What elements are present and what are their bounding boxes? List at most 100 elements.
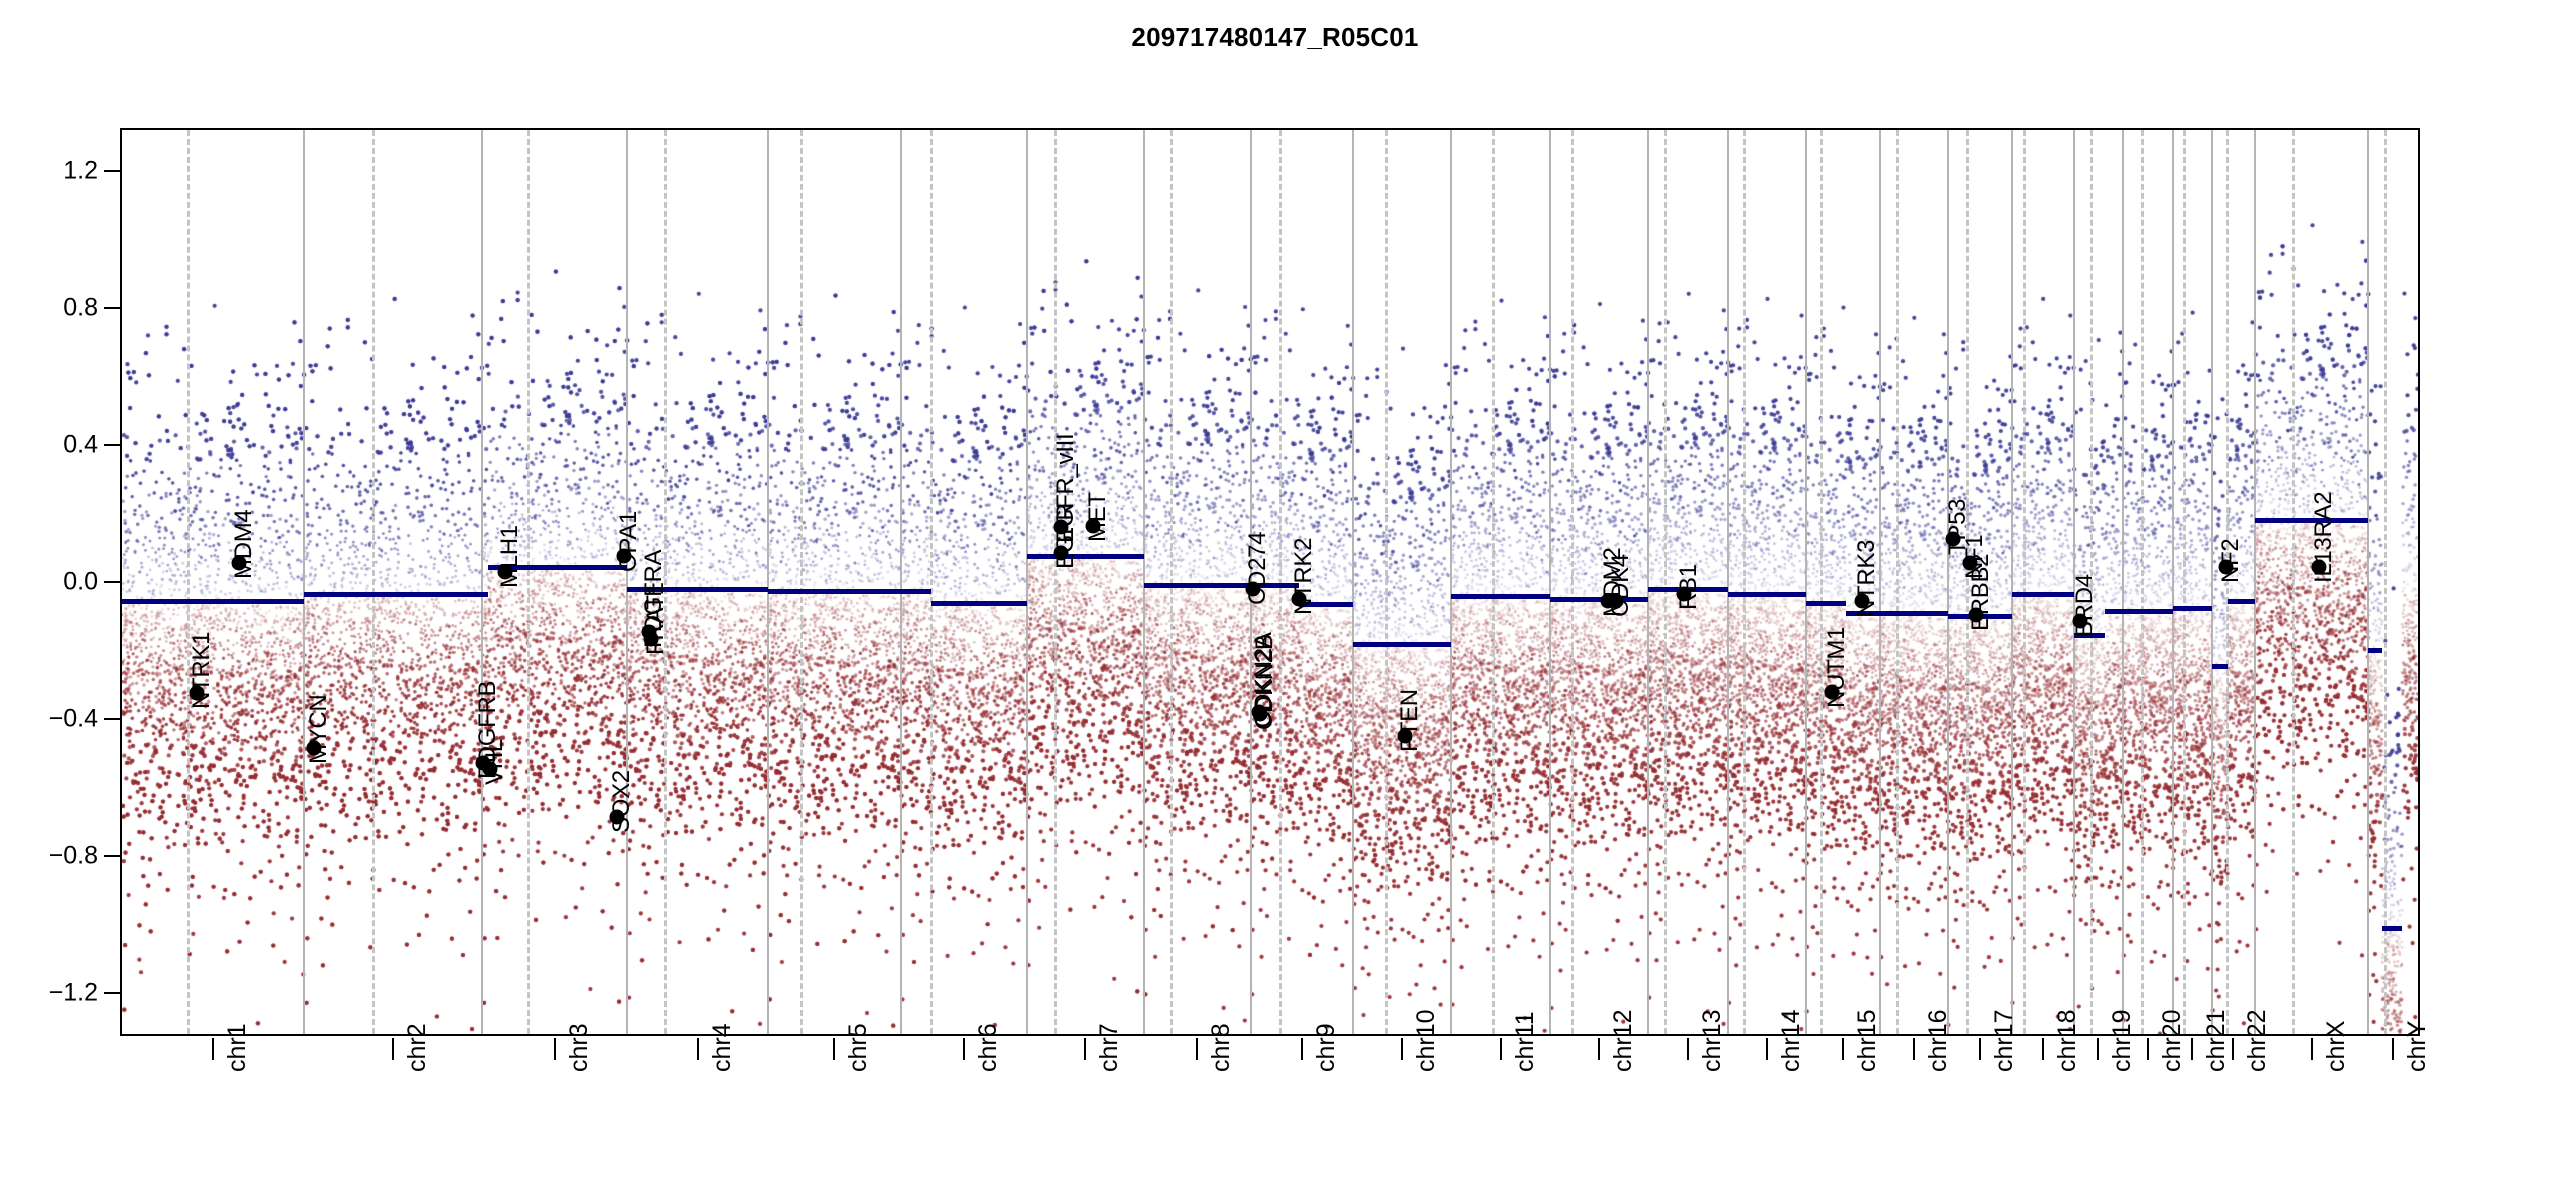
- gene-marker-NUTM1: [1824, 684, 1840, 700]
- y-tick-5: [104, 854, 120, 857]
- chromosome-boundary-chr21: [2171, 130, 2174, 1034]
- segment-mean-line-0: [122, 598, 237, 604]
- centromere-marker-2: [527, 130, 531, 1034]
- x-tick-label-chrY: chrY: [2403, 1020, 2432, 1072]
- x-tick-label-chr6: chr6: [973, 1023, 1002, 1072]
- chromosome-boundary-chr5: [767, 130, 770, 1034]
- centromere-marker-17: [2022, 130, 2026, 1034]
- gene-marker-NF1: [1962, 555, 1978, 571]
- segment-mean-line-2: [304, 591, 483, 597]
- segment-mean-line-17: [1728, 591, 1806, 597]
- gene-marker-NTRK2: [1291, 591, 1307, 607]
- centromere-marker-9: [1384, 130, 1388, 1034]
- gene-label-CDKN2B: CDKN2B: [1250, 634, 1278, 730]
- probe-scatter-canvas: [122, 130, 2418, 1034]
- x-tick-label-chr16: chr16: [1923, 1009, 1952, 1072]
- gene-label-RB1: RB1: [1675, 564, 1703, 610]
- x-tick-label-chr2: chr2: [403, 1023, 432, 1072]
- gene-marker-EGFR_vIII: [1053, 519, 1069, 535]
- centromere-marker-15: [1895, 130, 1899, 1034]
- x-tick-chr7: [1084, 1038, 1087, 1060]
- x-tick-label-chr19: chr19: [2108, 1009, 2137, 1072]
- segment-mean-line-21: [2011, 591, 2074, 597]
- x-tick-label-chr12: chr12: [1609, 1009, 1638, 1072]
- gene-label-CDK4: CDK4: [1606, 554, 1634, 617]
- x-tick-label-chr14: chr14: [1776, 1009, 1805, 1072]
- x-tick-chr8: [1196, 1038, 1199, 1060]
- segment-mean-line-25: [2212, 663, 2228, 669]
- gene-label-NF2: NF2: [2216, 538, 2244, 583]
- y-tick-label-2: 0.4: [63, 430, 98, 459]
- centromere-marker-3: [664, 130, 668, 1034]
- segment-mean-line-26: [2227, 598, 2255, 604]
- centromere-marker-12: [1663, 130, 1667, 1034]
- centromere-marker-13: [1742, 130, 1746, 1034]
- x-tick-chr1: [212, 1038, 215, 1060]
- gene-label-SOX2: SOX2: [608, 769, 636, 833]
- segment-mean-line-14: [1451, 593, 1551, 599]
- chromosome-boundary-chr12: [1549, 130, 1552, 1034]
- segment-mean-line-18: [1805, 600, 1847, 606]
- gene-marker-MLH1: [497, 564, 513, 580]
- gene-label-MET: MET: [1084, 491, 1112, 542]
- x-tick-chr20: [2146, 1038, 2149, 1060]
- segment-mean-line-29: [2381, 925, 2403, 931]
- x-tick-label-chr21: chr21: [2202, 1009, 2231, 1072]
- gene-label-NTRK1: NTRK1: [188, 632, 216, 710]
- centromere-marker-7: [1169, 130, 1173, 1034]
- segment-mean-line-8: [931, 600, 1027, 606]
- chromosome-boundary-chr3: [481, 130, 484, 1034]
- y-tick-4: [104, 717, 120, 720]
- gene-marker-TP53: [1945, 531, 1961, 547]
- gene-marker-EGFR: [1053, 545, 1069, 561]
- centromere-marker-0: [187, 130, 191, 1034]
- chromosome-boundary-chr18: [2010, 130, 2013, 1034]
- x-tick-label-chr10: chr10: [1412, 1009, 1441, 1072]
- segment-mean-line-27: [2254, 518, 2369, 524]
- gene-marker-MET: [1085, 518, 1101, 533]
- segment-mean-line-11: [1250, 583, 1300, 589]
- gene-label-MDM4: MDM4: [230, 509, 258, 580]
- x-tick-label-chr3: chr3: [564, 1023, 593, 1072]
- chromosome-boundary-chr13: [1647, 130, 1650, 1034]
- gene-marker-IL13RA2: [2311, 559, 2327, 575]
- segment-mean-line-5: [627, 586, 769, 592]
- x-tick-label-chr20: chr20: [2157, 1009, 2186, 1072]
- chromosome-boundary-chr4: [626, 130, 629, 1034]
- centromere-marker-20: [2182, 130, 2186, 1034]
- y-tick-1: [104, 307, 120, 310]
- gene-marker-NTRK3: [1854, 593, 1870, 609]
- segment-mean-line-23: [2105, 609, 2173, 615]
- centromere-marker-18: [2090, 130, 2094, 1034]
- x-tick-label-chr11: chr11: [1510, 1011, 1539, 1072]
- centromere-marker-21: [2225, 130, 2229, 1034]
- x-tick-label-chr18: chr18: [2052, 1009, 2081, 1072]
- gene-marker-MDM4: [231, 555, 247, 571]
- gene-marker-BRD4: [2072, 613, 2088, 629]
- x-tick-chr15: [1841, 1038, 1844, 1060]
- x-tick-chr22: [2232, 1038, 2235, 1060]
- x-tick-chr9: [1300, 1038, 1303, 1060]
- segment-mean-line-9: [1026, 554, 1144, 560]
- gene-marker-PTEN: [1397, 728, 1413, 744]
- x-tick-chr17: [1978, 1038, 1981, 1060]
- gene-label-OPA1: OPA1: [614, 511, 642, 573]
- x-tick-chr2: [392, 1038, 395, 1060]
- x-tick-chr19: [2097, 1038, 2100, 1060]
- y-tick-6: [104, 991, 120, 994]
- chromosome-boundary-chr20: [2122, 130, 2125, 1034]
- gene-marker-CDKN2B: [1252, 706, 1268, 722]
- centromere-marker-4: [799, 130, 803, 1034]
- x-tick-chrX: [2310, 1038, 2313, 1060]
- centromere-marker-8: [1279, 130, 1282, 1034]
- centromere-marker-10: [1491, 130, 1495, 1034]
- y-tick-label-5: −0.8: [48, 841, 98, 870]
- gene-label-MLH1: MLH1: [495, 524, 523, 588]
- chromosome-boundary-chrY: [2367, 130, 2370, 1034]
- x-tick-label-chr13: chr13: [1698, 1009, 1726, 1072]
- segment-mean-line-4: [487, 564, 628, 570]
- segment-mean-line-7: [900, 588, 932, 594]
- gene-marker-NF2: [2218, 559, 2234, 575]
- gene-label-CD274: CD274: [1244, 531, 1272, 605]
